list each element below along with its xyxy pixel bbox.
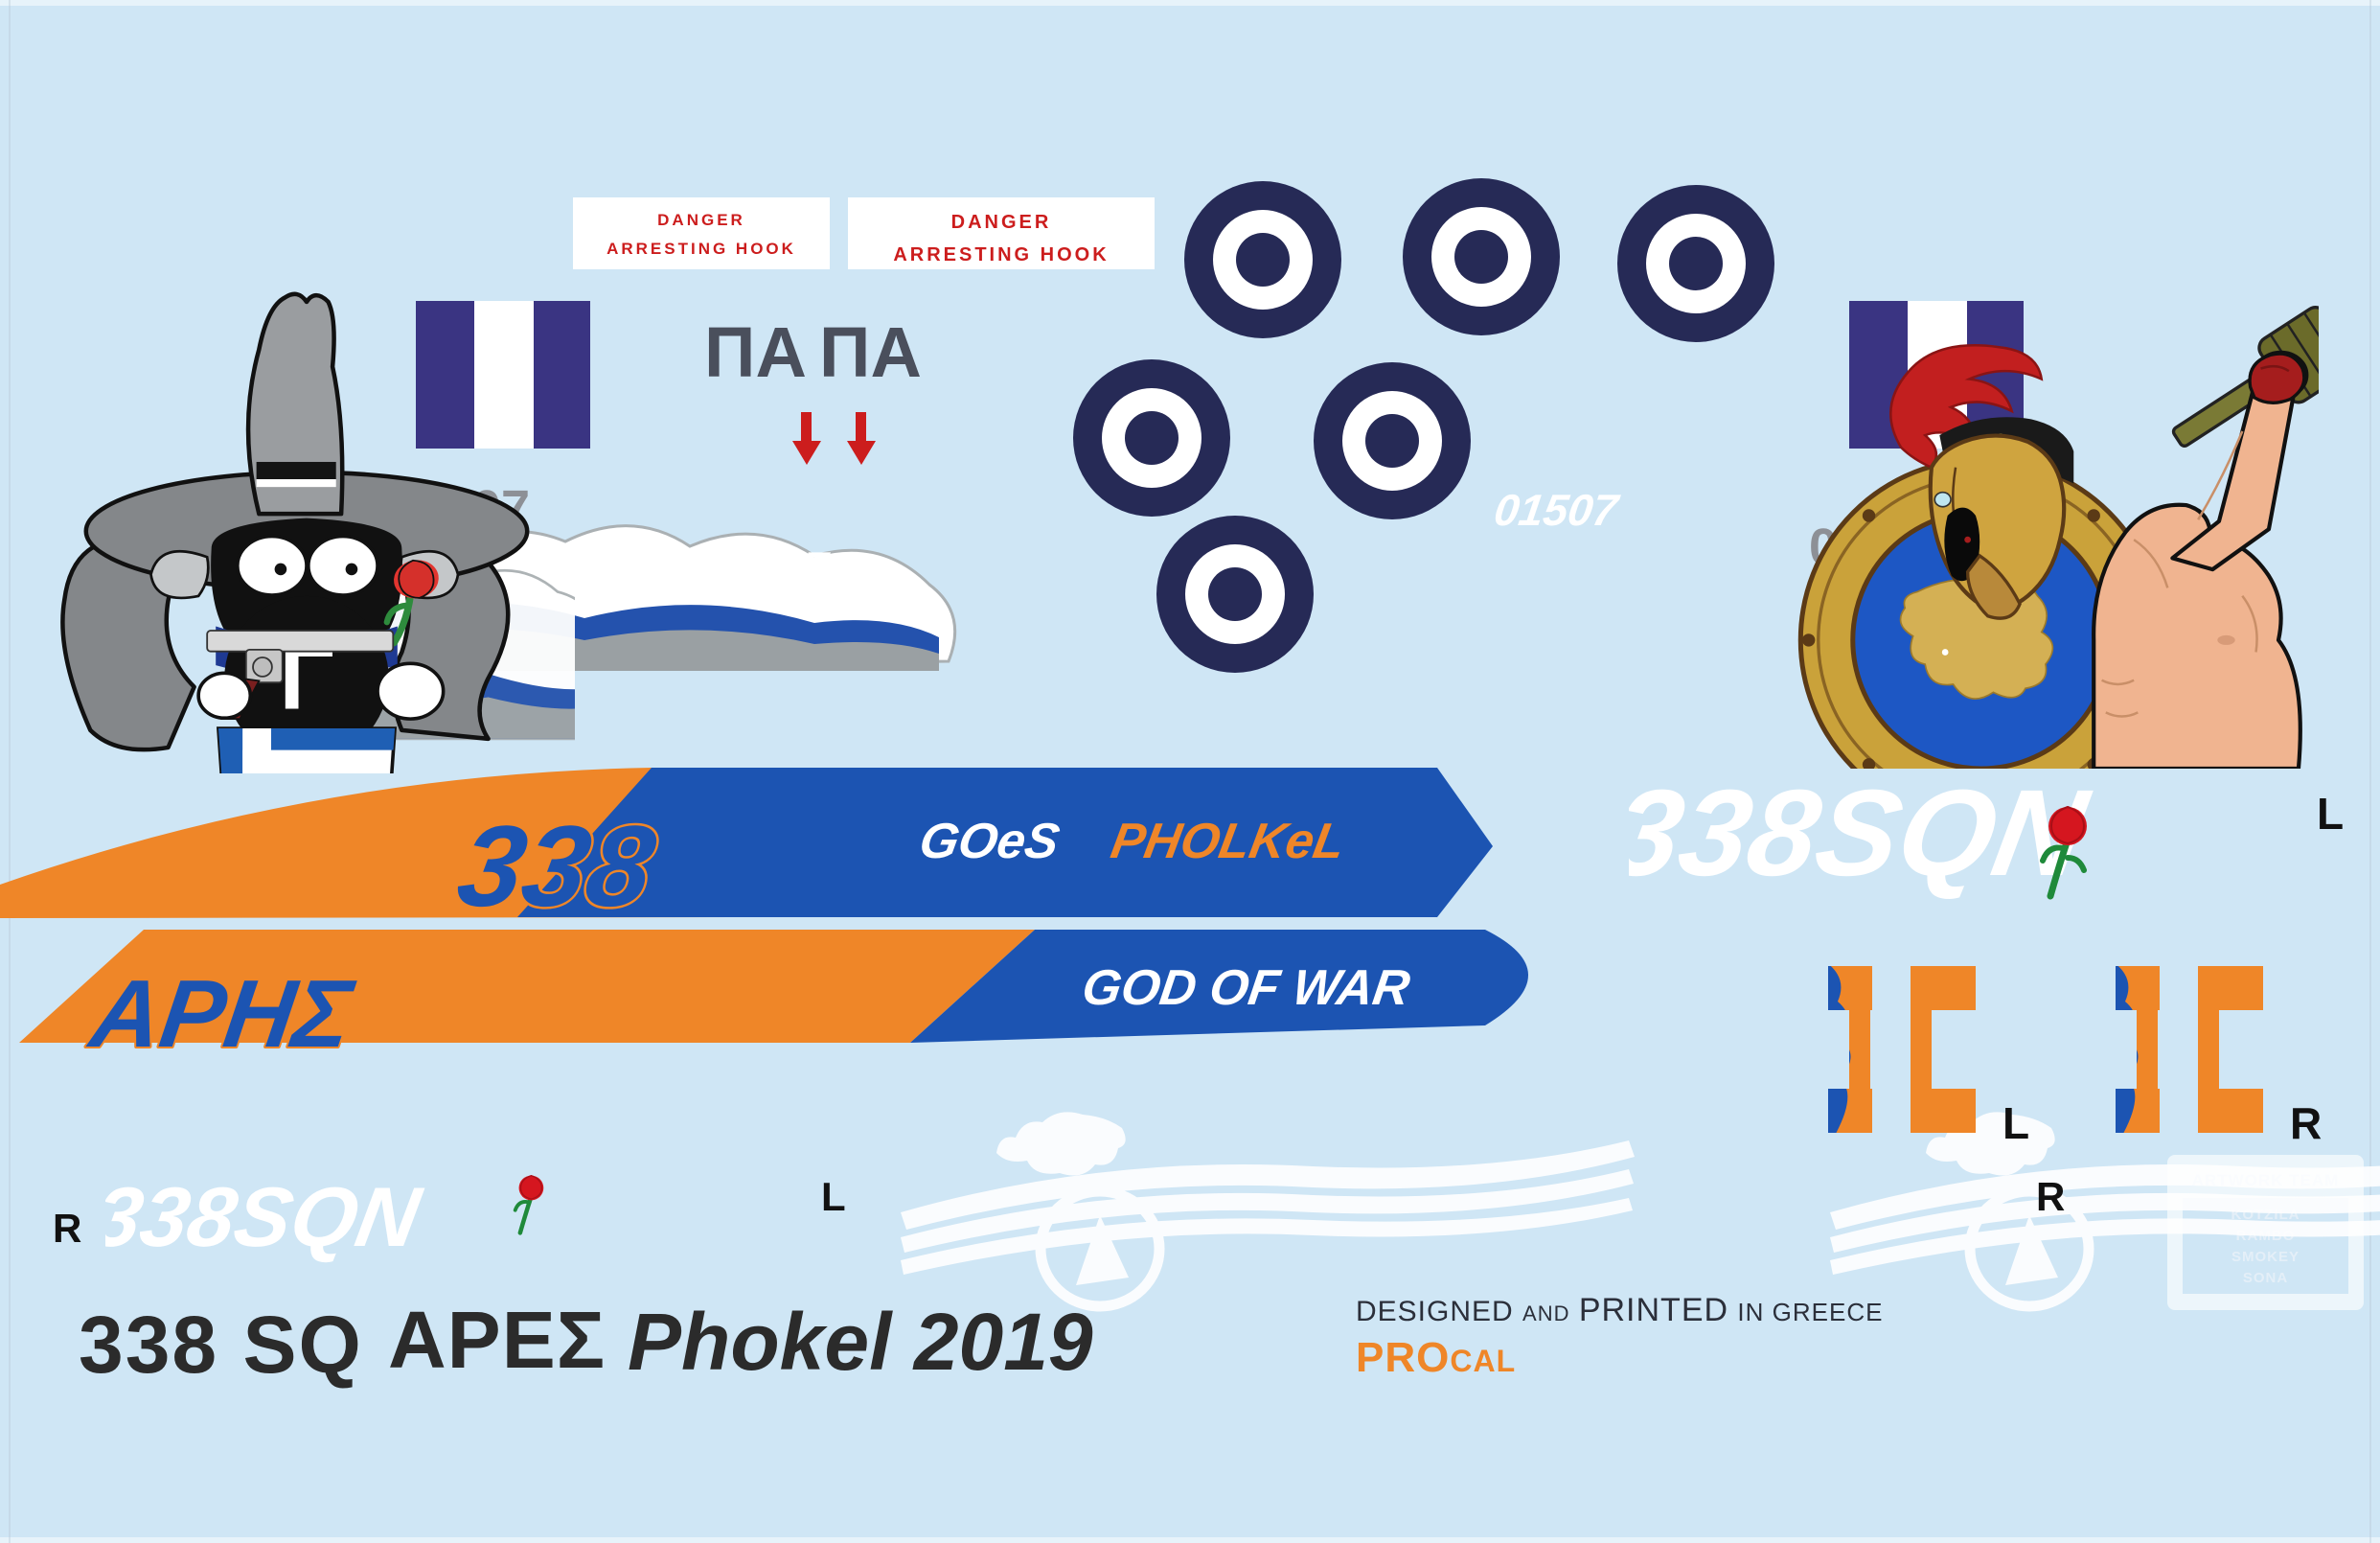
svg-text:GOD OF WAR: GOD OF WAR (1079, 960, 1413, 1016)
svg-text:338SQN: 338SQN (1629, 765, 2098, 902)
svg-text:PHOLKeL: PHOLKeL (1107, 814, 1349, 869)
svg-text:338: 338 (449, 802, 665, 920)
svg-text:338SQN: 338SQN (105, 1170, 428, 1264)
svg-text:GOeS: GOeS (915, 814, 1064, 869)
svg-text:ΑΡΗΣ: ΑΡΗΣ (81, 960, 359, 1054)
